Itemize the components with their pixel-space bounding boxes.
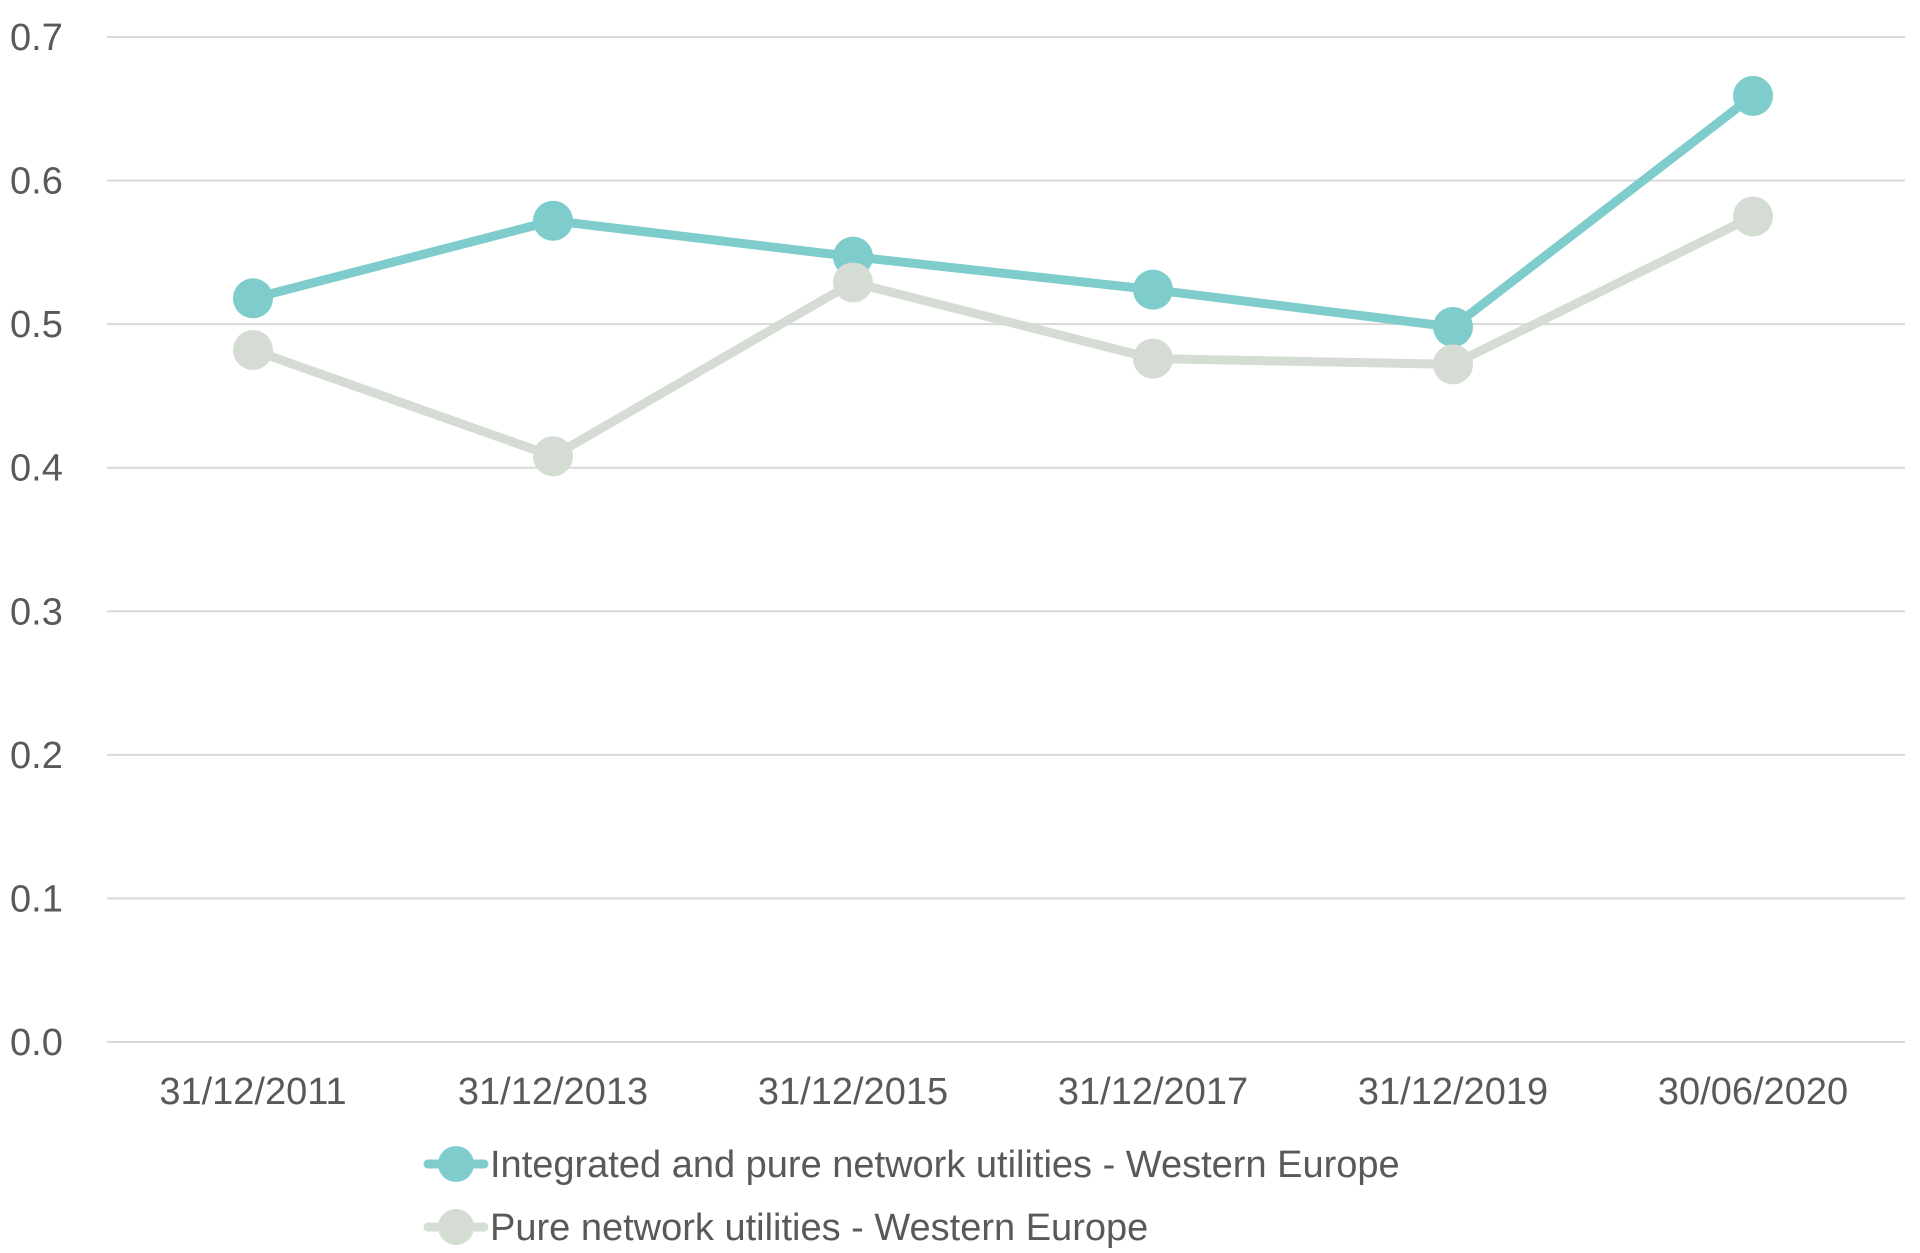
legend-label-1: Pure network utilities - Western Europe: [490, 1207, 1148, 1249]
series-line-1: [248, 211, 1758, 461]
data-point-0-0: [233, 278, 273, 319]
legend-label-0: Integrated and pure network utilities - …: [490, 1144, 1400, 1186]
y-tick-label-0: 0.0: [10, 1022, 63, 1064]
x-axis-tick-labels: 31/12/2011 31/12/2013 31/12/2015 31/12/2017…: [159, 1071, 1848, 1113]
legend-entry-0: Integrated and pure network utilities - …: [423, 1144, 1400, 1186]
data-point-0-4: [1433, 307, 1473, 348]
series-lines: [233, 75, 1773, 477]
legend-swatch-marker-1: [438, 1209, 474, 1245]
data-point-1-3: [1133, 338, 1173, 379]
series-line-0: [248, 91, 1758, 332]
series-1: [233, 196, 1773, 477]
series-0: [233, 75, 1773, 348]
data-point-0-1: [533, 200, 573, 241]
y-tick-label-2: 0.2: [10, 735, 63, 777]
legend-swatch-marker-0: [438, 1146, 474, 1182]
x-tick-label-1: 31/12/2013: [458, 1071, 648, 1113]
x-tick-label-0: 31/12/2011: [159, 1071, 346, 1113]
data-point-1-4: [1433, 344, 1473, 385]
data-point-1-1: [533, 436, 573, 477]
y-tick-label-7: 0.7: [10, 17, 63, 59]
y-tick-label-1: 0.1: [10, 878, 63, 920]
x-tick-label-5: 30/06/2020: [1658, 1071, 1848, 1113]
x-tick-label-2: 31/12/2015: [758, 1071, 948, 1113]
y-tick-label-5: 0.5: [10, 304, 63, 346]
data-point-1-5: [1733, 196, 1773, 237]
data-point-1-2: [833, 262, 873, 303]
data-point-0-5: [1733, 75, 1773, 116]
x-tick-label-3: 31/12/2017: [1058, 1071, 1248, 1113]
data-point-0-3: [1133, 269, 1173, 310]
y-tick-label-4: 0.4: [10, 448, 63, 490]
y-axis-tick-labels: 0.0 0.1 0.2 0.3 0.4 0.5 0.6 0.7: [10, 17, 63, 1064]
legend-entry-1: Pure network utilities - Western Europe: [423, 1207, 1148, 1249]
legend: Integrated and pure network utilities - …: [423, 1144, 1400, 1249]
x-tick-label-4: 31/12/2019: [1358, 1071, 1548, 1113]
data-point-1-0: [233, 329, 273, 370]
y-tick-label-6: 0.6: [10, 161, 63, 203]
y-tick-label-3: 0.3: [10, 591, 63, 633]
